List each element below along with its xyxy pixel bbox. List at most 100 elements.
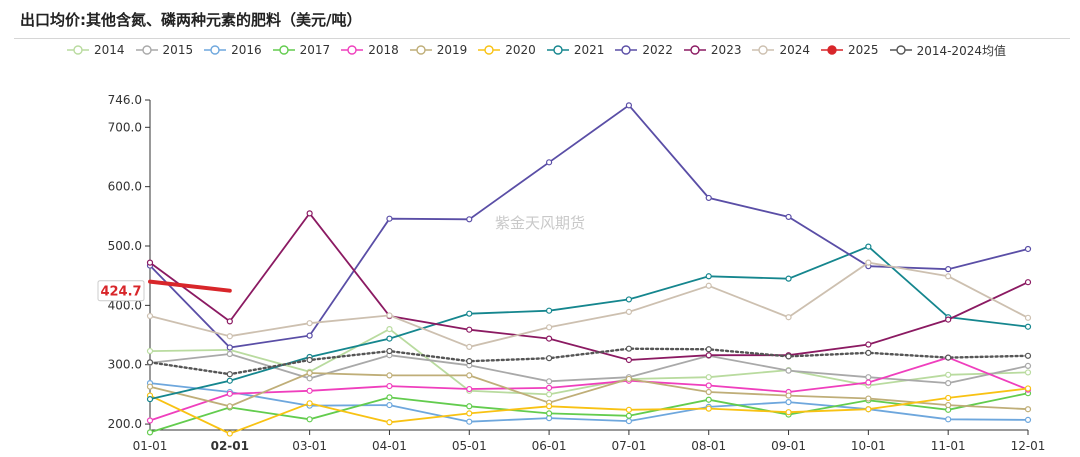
data-point[interactable] xyxy=(785,213,792,221)
data-point[interactable] xyxy=(146,347,154,355)
data-point[interactable] xyxy=(865,259,872,266)
data-point[interactable] xyxy=(466,410,473,417)
data-point[interactable] xyxy=(545,159,553,166)
data-point[interactable] xyxy=(386,335,393,342)
data-point[interactable] xyxy=(945,416,952,423)
data-point[interactable] xyxy=(785,392,792,399)
data-point[interactable] xyxy=(785,367,792,374)
legend-item[interactable]: 2017 xyxy=(272,43,330,57)
data-point[interactable] xyxy=(945,394,952,402)
series-line[interactable] xyxy=(149,356,1029,422)
series-line[interactable] xyxy=(149,387,1029,435)
data-point[interactable] xyxy=(466,372,473,379)
series-line[interactable] xyxy=(149,392,1029,434)
data-point[interactable] xyxy=(705,273,712,280)
data-point[interactable] xyxy=(306,400,313,407)
data-point[interactable] xyxy=(386,401,393,409)
legend-item[interactable]: 2014-2024均值 xyxy=(889,42,1006,59)
data-point[interactable] xyxy=(705,405,712,412)
data-point[interactable] xyxy=(625,296,633,303)
data-point[interactable] xyxy=(386,215,393,222)
series-line[interactable] xyxy=(149,211,1029,361)
data-point[interactable] xyxy=(226,350,233,358)
data-point[interactable] xyxy=(386,312,393,319)
data-point[interactable] xyxy=(865,406,872,413)
data-point[interactable] xyxy=(705,352,712,359)
data-point[interactable] xyxy=(625,308,633,315)
data-point[interactable] xyxy=(545,403,553,410)
data-point[interactable] xyxy=(1024,279,1032,286)
data-point[interactable] xyxy=(386,347,393,355)
data-point[interactable] xyxy=(306,369,313,377)
data-point[interactable] xyxy=(226,390,233,397)
data-point[interactable] xyxy=(226,430,233,437)
data-point[interactable] xyxy=(865,243,872,250)
data-point[interactable] xyxy=(625,406,633,413)
legend-item[interactable]: 2021 xyxy=(546,43,604,57)
data-point[interactable] xyxy=(1024,362,1032,369)
data-point[interactable] xyxy=(226,344,233,351)
data-point[interactable] xyxy=(865,379,872,386)
data-point[interactable] xyxy=(1024,416,1032,424)
data-point[interactable] xyxy=(306,332,313,339)
data-point[interactable] xyxy=(1024,385,1032,392)
data-point[interactable] xyxy=(466,326,473,333)
legend-item[interactable]: 2016 xyxy=(203,43,262,57)
data-point[interactable] xyxy=(945,401,952,409)
legend-item[interactable]: 2025 xyxy=(820,43,879,57)
legend-item[interactable]: 2014 xyxy=(66,43,125,57)
data-point[interactable] xyxy=(306,387,313,394)
data-point[interactable] xyxy=(545,410,553,417)
data-point[interactable] xyxy=(306,210,313,217)
data-point[interactable] xyxy=(865,341,872,348)
series-line[interactable] xyxy=(149,261,1029,348)
data-point[interactable] xyxy=(226,377,233,384)
series-line[interactable] xyxy=(149,328,1029,396)
data-point[interactable] xyxy=(386,382,393,390)
data-point[interactable] xyxy=(1024,369,1032,376)
data-point[interactable] xyxy=(865,349,872,356)
data-point[interactable] xyxy=(785,409,792,416)
series-line[interactable] xyxy=(149,382,1029,423)
data-point[interactable] xyxy=(386,372,393,379)
data-point[interactable] xyxy=(306,320,313,327)
series-line[interactable] xyxy=(149,104,1029,349)
data-point[interactable] xyxy=(545,307,553,314)
legend-item[interactable]: 2022 xyxy=(614,43,673,57)
data-point[interactable] xyxy=(386,326,393,333)
data-point[interactable] xyxy=(226,318,233,325)
series-line[interactable] xyxy=(149,245,1029,401)
data-point[interactable] xyxy=(945,273,952,280)
data-point[interactable] xyxy=(705,282,712,289)
legend-item[interactable]: 2018 xyxy=(340,43,399,57)
legend-item[interactable]: 2015 xyxy=(135,43,193,57)
data-point[interactable] xyxy=(705,374,712,381)
data-point[interactable] xyxy=(625,412,633,419)
data-point[interactable] xyxy=(865,374,872,381)
series-line[interactable] xyxy=(148,279,232,293)
data-point[interactable] xyxy=(466,343,473,351)
data-point[interactable] xyxy=(146,259,154,266)
data-point[interactable] xyxy=(306,356,313,364)
data-point[interactable] xyxy=(146,396,154,403)
data-point[interactable] xyxy=(306,416,313,423)
data-point[interactable] xyxy=(226,333,233,340)
data-point[interactable] xyxy=(306,375,313,382)
data-point[interactable] xyxy=(146,359,154,366)
data-point[interactable] xyxy=(146,312,154,320)
data-point[interactable] xyxy=(466,403,473,410)
data-point[interactable] xyxy=(146,383,154,390)
data-point[interactable] xyxy=(705,396,712,403)
legend-item[interactable]: 2024 xyxy=(751,43,810,57)
data-point[interactable] xyxy=(785,275,792,282)
legend-item[interactable]: 2019 xyxy=(409,43,467,57)
data-point[interactable] xyxy=(625,356,633,364)
data-point[interactable] xyxy=(865,395,872,402)
data-point[interactable] xyxy=(545,378,553,385)
data-point[interactable] xyxy=(545,355,553,362)
data-point[interactable] xyxy=(466,358,473,365)
data-point[interactable] xyxy=(545,384,553,391)
data-point[interactable] xyxy=(625,375,633,383)
data-point[interactable] xyxy=(386,419,393,426)
data-point[interactable] xyxy=(705,388,712,396)
